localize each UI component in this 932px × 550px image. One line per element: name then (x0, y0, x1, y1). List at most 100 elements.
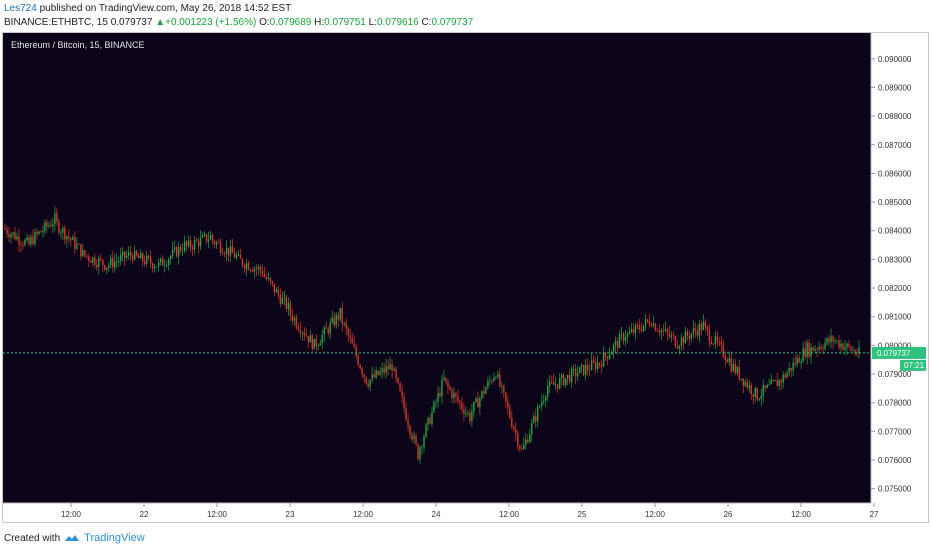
candle (692, 328, 695, 334)
candle (435, 401, 437, 403)
plot-background (3, 33, 871, 503)
candle (42, 230, 44, 233)
candle (479, 398, 481, 408)
candle (513, 426, 515, 430)
x-axis: 12:00 22 12:00 23 12:00 24 12:00 25 12:00 26 12:00… (3, 502, 879, 519)
candle (734, 363, 736, 373)
candle (315, 338, 317, 347)
candle (461, 402, 463, 410)
candle (610, 351, 613, 355)
candle (491, 380, 493, 382)
price-chart[interactable]: 0.090000 0.089000 0.088000 0.087000 0.086000… (3, 33, 928, 522)
candle (205, 234, 208, 242)
candle (666, 329, 669, 333)
candle (375, 370, 377, 378)
candle (770, 380, 772, 385)
candle (347, 328, 349, 336)
y-tick-label: 0.087000 (878, 141, 912, 150)
candles (4, 205, 860, 464)
candle (529, 434, 531, 443)
author-link[interactable]: Les724 (4, 3, 37, 14)
candle (574, 368, 577, 377)
candle (632, 329, 635, 333)
candle (126, 255, 128, 258)
candle (72, 236, 74, 241)
candle (299, 329, 302, 334)
x-tick-label: 12:00 (791, 510, 812, 519)
candle (816, 349, 818, 351)
x-tick-label: 23 (286, 510, 295, 519)
x-tick-label: 27 (870, 510, 879, 519)
candle (295, 317, 298, 327)
candle (780, 380, 782, 383)
candle (808, 342, 810, 357)
candle (159, 258, 162, 263)
candle (459, 401, 461, 403)
candle (523, 444, 525, 450)
candle (16, 236, 18, 240)
candle (545, 396, 547, 401)
candle (680, 337, 683, 347)
candle (447, 381, 449, 387)
candle (614, 340, 617, 345)
candle (503, 385, 505, 393)
candle (846, 343, 848, 348)
candle (646, 319, 649, 322)
candle (537, 406, 539, 422)
candle (139, 253, 142, 259)
candle (670, 335, 673, 337)
y-tick-label: 0.089000 (878, 83, 912, 92)
candle (305, 335, 307, 337)
candle (341, 308, 343, 324)
x-tick-label: 26 (724, 510, 733, 519)
candle (429, 417, 431, 424)
candle (744, 381, 746, 386)
candle (578, 366, 581, 374)
candle (78, 244, 80, 246)
x-tick-label: 25 (578, 510, 587, 519)
candle (92, 257, 94, 263)
tradingview-logo-icon (65, 535, 80, 541)
candle (10, 234, 12, 238)
candle (858, 347, 860, 355)
y-tick-label: 0.077000 (878, 427, 912, 436)
candle (243, 265, 246, 269)
candle (351, 337, 353, 344)
candle (215, 242, 218, 245)
candle (76, 244, 78, 249)
candle (147, 255, 150, 258)
high-label: H: (314, 17, 325, 28)
candle (195, 240, 198, 242)
candle (30, 236, 32, 245)
candle (606, 356, 609, 359)
candle (584, 365, 587, 375)
tradingview-brand[interactable]: TradingView (84, 532, 145, 544)
candle (411, 434, 413, 440)
candle (157, 262, 160, 267)
candle (207, 239, 210, 242)
candle (225, 247, 228, 254)
candle (331, 317, 333, 323)
candle (86, 255, 88, 257)
candle (24, 240, 26, 246)
candle (752, 394, 754, 398)
candle (465, 412, 467, 415)
candle (684, 331, 687, 344)
candle (485, 387, 487, 394)
candle (457, 396, 459, 402)
candle (481, 391, 483, 399)
publish-info: Les724 published on TradingView.com, May… (4, 3, 291, 15)
candle (543, 400, 545, 402)
candle (112, 258, 114, 268)
candle (259, 266, 262, 271)
candle (598, 362, 601, 365)
candle (100, 258, 102, 260)
candle (389, 364, 391, 370)
countdown-label: 07:21 (904, 361, 925, 370)
candle (128, 252, 130, 256)
candle (249, 269, 252, 271)
candle (145, 255, 148, 264)
candle (339, 308, 341, 320)
candle (108, 265, 110, 268)
candle (756, 388, 758, 400)
